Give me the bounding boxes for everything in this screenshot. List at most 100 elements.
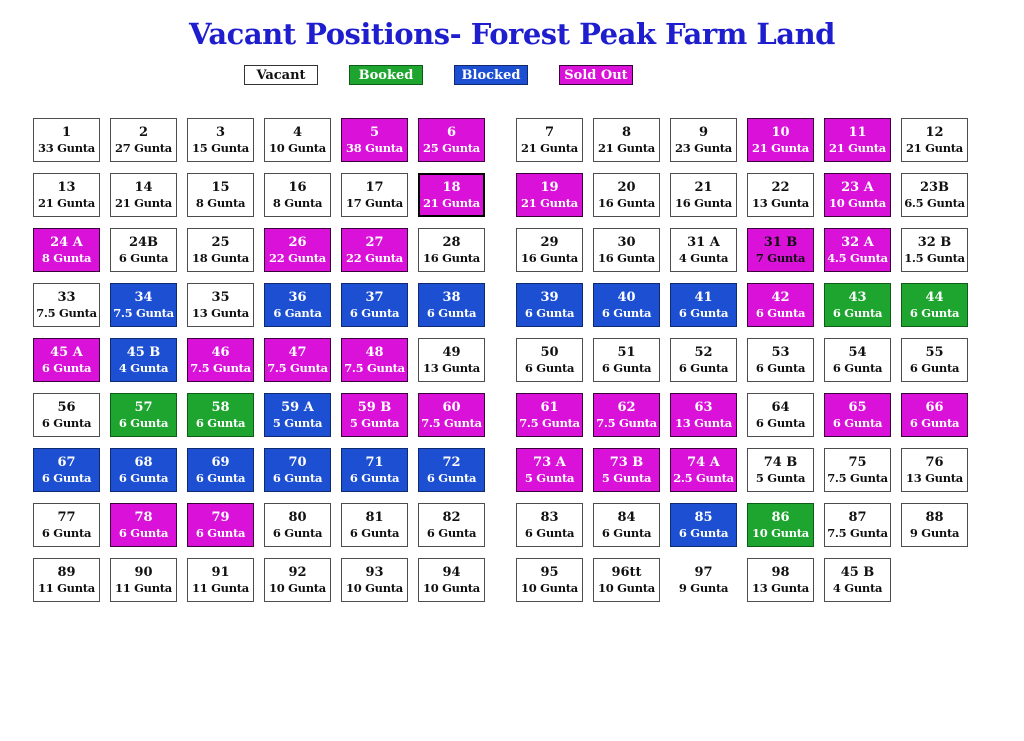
plot-number: 90 xyxy=(134,564,153,580)
plot-number: 62 xyxy=(617,399,636,415)
plot-number: 72 xyxy=(442,454,461,470)
plot-area: 10 Gunta xyxy=(346,580,403,595)
plot-cell-51: 51 6 Gunta xyxy=(593,338,660,382)
plot-row-9: 89 11 Gunta 90 11 Gunta 91 11 Gunta 92 10 Gunta… xyxy=(33,558,1024,602)
plot-area: 6 Gunta xyxy=(426,305,477,320)
plot-number: 65 xyxy=(848,399,867,415)
plot-area: 8 Gunta xyxy=(41,250,92,265)
plot-number: 24 A xyxy=(50,234,83,250)
plot-number: 8 xyxy=(621,124,632,140)
plot-area: 7.5 Gunta xyxy=(519,415,580,430)
plot-area: 7.5 Gunta xyxy=(344,360,405,375)
plot-number: 31 A xyxy=(687,234,720,250)
plot-cell-28: 28 16 Gunta xyxy=(418,228,485,272)
plot-number: 57 xyxy=(134,399,153,415)
plot-area: 5 Gunta xyxy=(349,415,400,430)
plot-number: 27 xyxy=(365,234,384,250)
plot-number: 59 A xyxy=(281,399,314,415)
plot-cell-20: 20 16 Gunta xyxy=(593,173,660,217)
plot-area: 16 Gunta xyxy=(521,250,578,265)
plot-cell-78: 78 6 Gunta xyxy=(110,503,177,547)
plot-cell-4: 4 10 Gunta xyxy=(264,118,331,162)
plot-cell-11: 11 21 Gunta xyxy=(824,118,891,162)
plot-number: 18 xyxy=(442,179,461,195)
plot-area: 11 Gunta xyxy=(192,580,249,595)
plot-cell-19: 19 21 Gunta xyxy=(516,173,583,217)
plot-number: 13 xyxy=(57,179,76,195)
plot-number: 52 xyxy=(694,344,713,360)
plot-area: 6 Gunta xyxy=(118,250,169,265)
plot-cell-85: 85 6 Gunta xyxy=(670,503,737,547)
plot-number: 43 xyxy=(848,289,867,305)
plot-number: 36 xyxy=(288,289,307,305)
plot-number: 66 xyxy=(925,399,944,415)
plot-area: 6 Gunta xyxy=(349,305,400,320)
plot-area: 6 Gunta xyxy=(349,470,400,485)
plot-number: 38 xyxy=(442,289,461,305)
plot-cell-32-a: 32 A 4.5 Gunta xyxy=(824,228,891,272)
plot-area: 17 Gunta xyxy=(346,195,403,210)
plot-area: 5 Gunta xyxy=(272,415,323,430)
plot-area: 21 Gunta xyxy=(906,140,963,155)
plot-area: 6 Gunta xyxy=(118,470,169,485)
plot-cell-67: 67 6 Gunta xyxy=(33,448,100,492)
plot-area: 10 Gunta xyxy=(598,580,655,595)
plot-area: 6 Gunta xyxy=(678,305,729,320)
plot-cell-23-a: 23 A 10 Gunta xyxy=(824,173,891,217)
plot-area: 10 Gunta xyxy=(521,580,578,595)
plot-number: 37 xyxy=(365,289,384,305)
page-title: Vacant Positions- Forest Peak Farm Land xyxy=(189,17,835,51)
plot-number: 61 xyxy=(540,399,559,415)
plot-cell-81: 81 6 Gunta xyxy=(341,503,408,547)
plot-area: 13 Gunta xyxy=(192,305,249,320)
plot-cell-54: 54 6 Gunta xyxy=(824,338,891,382)
plot-number: 29 xyxy=(540,234,559,250)
plot-number: 16 xyxy=(288,179,307,195)
plot-cell-53: 53 6 Gunta xyxy=(747,338,814,382)
plot-area: 6 Gunta xyxy=(832,415,883,430)
plot-cell-48: 48 7.5 Gunta xyxy=(341,338,408,382)
plot-number: 91 xyxy=(211,564,230,580)
plot-cell-44: 44 6 Gunta xyxy=(901,283,968,327)
plot-number: 53 xyxy=(771,344,790,360)
plot-area: 16 Gunta xyxy=(598,250,655,265)
plot-cell-8: 8 21 Gunta xyxy=(593,118,660,162)
plot-area: 2.5 Gunta xyxy=(673,470,734,485)
plot-cell-34: 34 7.5 Gunta xyxy=(110,283,177,327)
plot-area: 6 Gunta xyxy=(524,305,575,320)
plot-row-8: 77 6 Gunta 78 6 Gunta 79 6 Gunta 80 6 Gunta 81 6 … xyxy=(33,503,1024,547)
plot-number: 41 xyxy=(694,289,713,305)
plot-area: 6 Gunta xyxy=(41,415,92,430)
plot-number: 97 xyxy=(694,564,713,580)
plot-number: 50 xyxy=(540,344,559,360)
plot-number: 74 A xyxy=(687,454,720,470)
plot-row-2: 13 21 Gunta 14 21 Gunta 15 8 Gunta 16 8 Gunta 17… xyxy=(33,173,1024,217)
plot-number: 59 B xyxy=(357,399,392,415)
plot-number: 84 xyxy=(617,509,636,525)
plot-area: 6 Gunta xyxy=(118,525,169,540)
plot-area: 4 Gunta xyxy=(832,580,883,595)
plot-area: 7.5 Gunta xyxy=(190,360,251,375)
plot-area: 6 Gunta xyxy=(195,470,246,485)
plot-cell-77: 77 6 Gunta xyxy=(33,503,100,547)
plot-area: 13 Gunta xyxy=(906,470,963,485)
plot-number: 23 A xyxy=(841,179,874,195)
plot-number: 22 xyxy=(771,179,790,195)
plot-area: 13 Gunta xyxy=(675,415,732,430)
plot-area: 6 Gunta xyxy=(272,525,323,540)
plot-cell-65: 65 6 Gunta xyxy=(824,393,891,437)
plot-cell-86: 86 10 Gunta xyxy=(747,503,814,547)
plot-cell-5: 5 38 Gunta xyxy=(341,118,408,162)
plot-cell-97: 97 9 Gunta xyxy=(670,558,737,602)
plot-cell-58: 58 6 Gunta xyxy=(187,393,254,437)
plot-area: 6 Gunta xyxy=(41,525,92,540)
plot-number: 21 xyxy=(694,179,713,195)
plot-area: 6 Gunta xyxy=(755,415,806,430)
plot-number: 54 xyxy=(848,344,867,360)
plot-number: 20 xyxy=(617,179,636,195)
plot-number: 85 xyxy=(694,509,713,525)
plot-number: 46 xyxy=(211,344,230,360)
